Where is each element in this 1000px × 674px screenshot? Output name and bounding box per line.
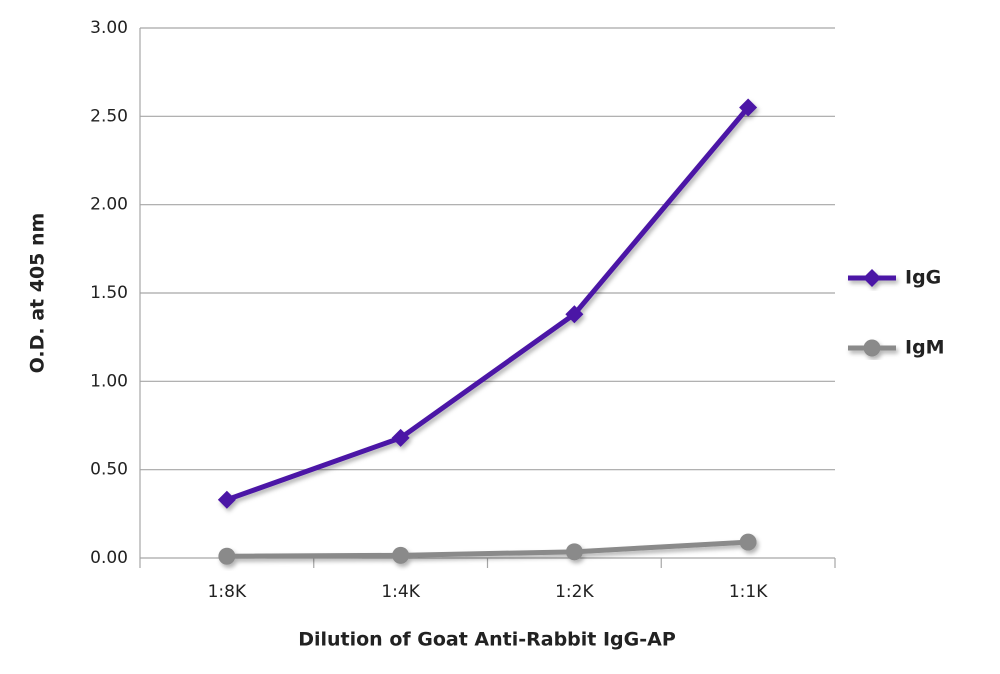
legend-label: IgM [905, 337, 945, 359]
legend-item [848, 339, 896, 357]
x-tick-label: 1:1K [729, 582, 768, 602]
line [226, 105, 751, 503]
marker [565, 543, 583, 561]
x-axis-title: Dilution of Goat Anti-Rabbit IgG-AP [298, 629, 676, 651]
marker [217, 490, 236, 509]
y-tick-label: 0.00 [90, 548, 128, 568]
x-tick-label: 1:8K [208, 582, 247, 602]
marker [565, 305, 584, 324]
x-tick-label: 1:2K [555, 582, 594, 602]
series [217, 98, 758, 509]
x-tick-label: 1:4K [381, 582, 420, 602]
line [226, 539, 749, 559]
legend-label: IgG [905, 267, 941, 289]
y-tick-label: 0.50 [90, 460, 128, 480]
y-tick-label: 2.00 [90, 195, 128, 215]
series [218, 533, 757, 565]
marker [392, 546, 410, 564]
legend-item [848, 269, 896, 287]
marker [218, 547, 236, 565]
y-tick-label: 2.50 [90, 106, 128, 126]
marker [391, 428, 410, 447]
marker [739, 533, 757, 551]
y-tick-label: 3.00 [90, 18, 128, 38]
y-tick-label: 1.00 [90, 371, 128, 391]
marker [863, 269, 881, 287]
y-axis-title: O.D. at 405 nm [27, 213, 49, 374]
y-tick-label: 1.50 [90, 283, 128, 303]
marker [863, 339, 881, 357]
marker [739, 98, 758, 117]
